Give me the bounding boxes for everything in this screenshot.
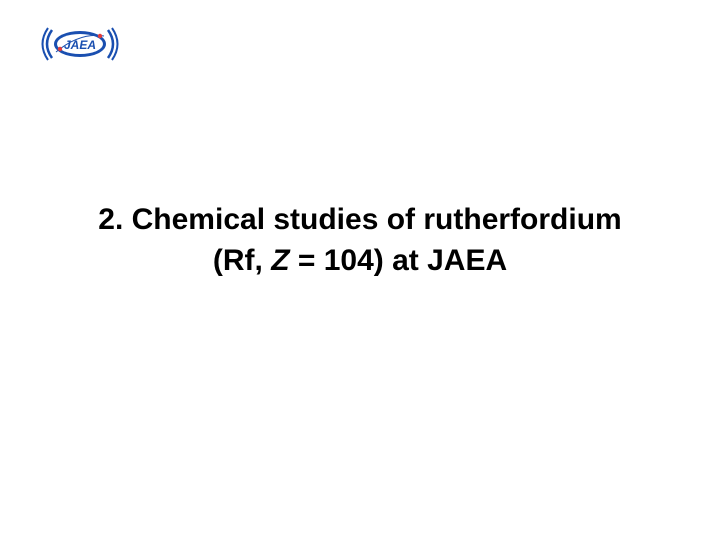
jaea-logo: JAEA [40, 24, 120, 64]
jaea-logo-icon: JAEA [40, 24, 120, 64]
logo-text: JAEA [64, 38, 96, 52]
slide: JAEA 2. Chemical studies of rutherfordiu… [0, 0, 720, 540]
title-block: 2. Chemical studies of rutherfordium (Rf… [0, 200, 720, 281]
title-line2-prefix: (Rf, [213, 244, 271, 277]
title-line-1: 2. Chemical studies of rutherfordium [0, 200, 720, 241]
title-line2-suffix: = 104) at JAEA [290, 244, 508, 277]
title-line-2: (Rf, Z = 104) at JAEA [0, 241, 720, 282]
title-line2-z: Z [271, 244, 289, 277]
